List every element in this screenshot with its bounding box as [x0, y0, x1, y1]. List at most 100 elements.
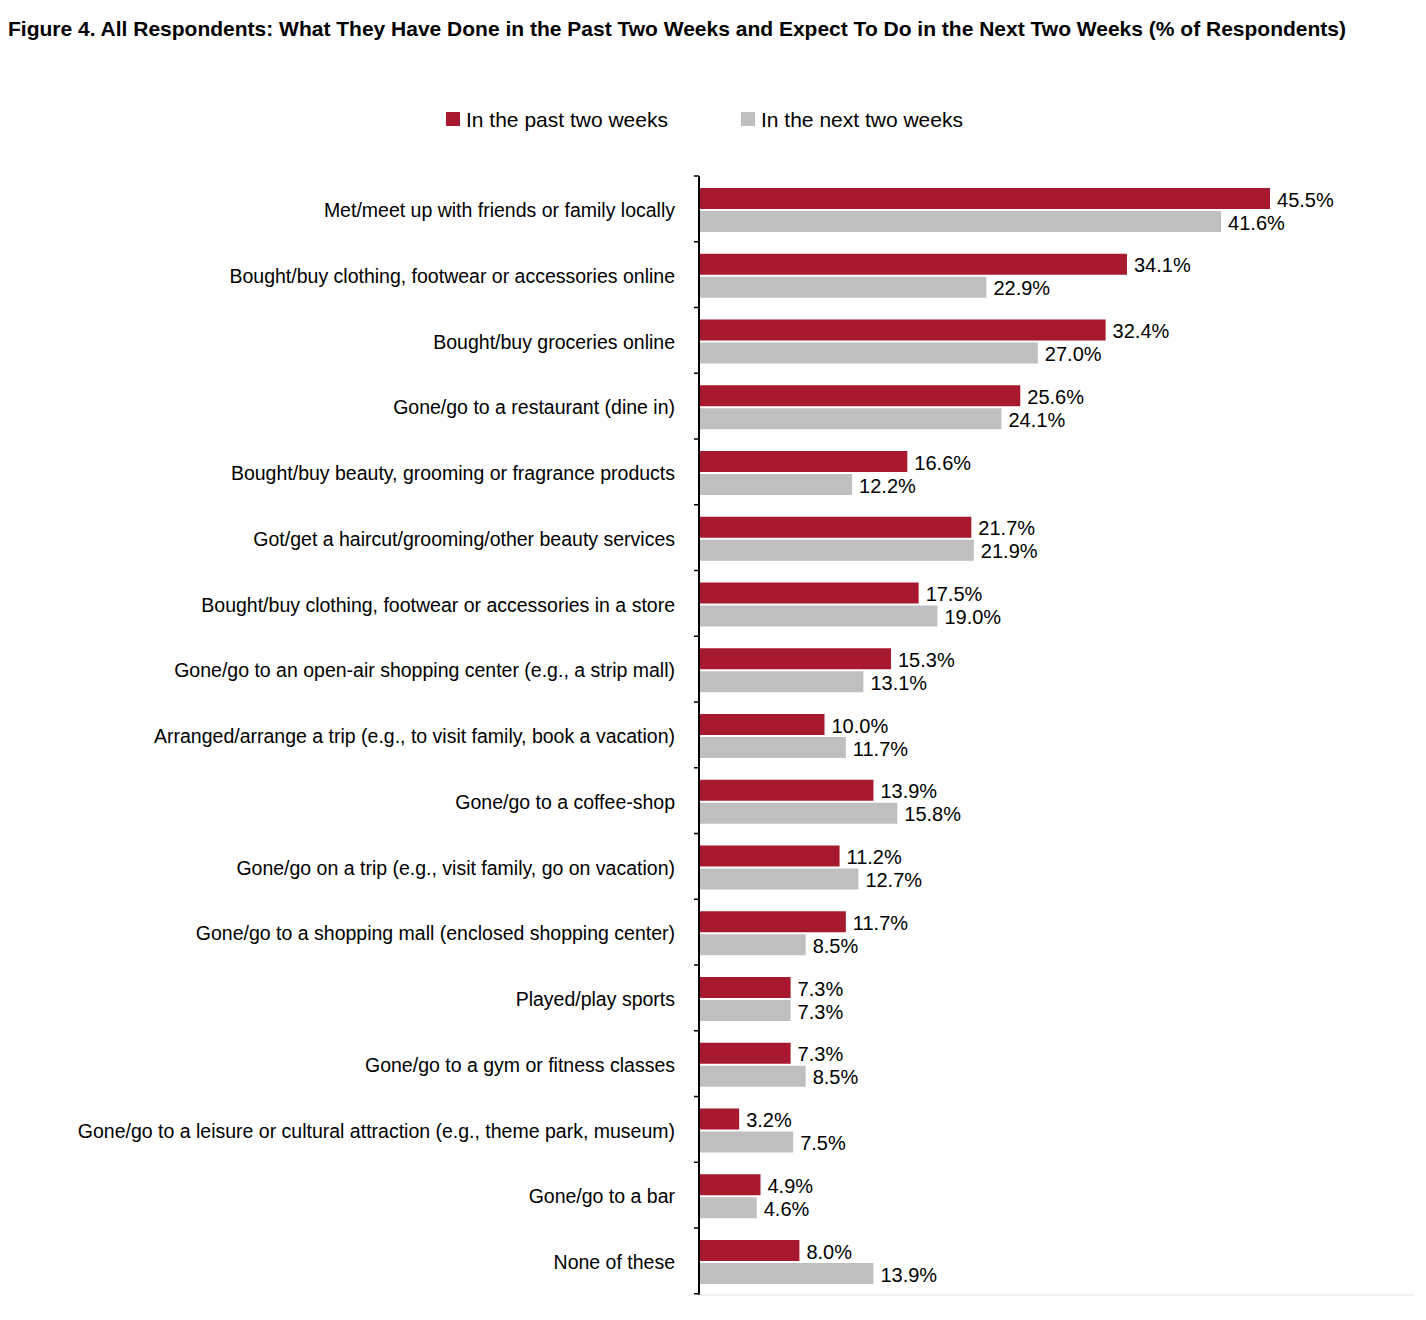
- data-label: 22.9%: [993, 277, 1050, 299]
- category-axis: [698, 176, 700, 1295]
- category-label: Gone/go on a trip (e.g., visit family, g…: [236, 857, 675, 879]
- data-label: 11.2%: [847, 846, 902, 868]
- bar: [699, 977, 791, 998]
- category-label: Bought/buy clothing, footwear or accesso…: [229, 265, 675, 287]
- category-label: Arranged/arrange a trip (e.g., to visit …: [154, 725, 675, 747]
- bar: [699, 540, 974, 561]
- category-tick: [694, 504, 699, 506]
- category-tick: [694, 636, 699, 638]
- data-label: 8.0%: [806, 1241, 852, 1263]
- bar: [699, 408, 1001, 429]
- category-label: Gone/go to a shopping mall (enclosed sho…: [196, 922, 675, 944]
- category-label: Bought/buy clothing, footwear or accesso…: [201, 594, 675, 616]
- text-line: Gone/go to a shopping mall (enclosed sho…: [196, 922, 675, 944]
- value-axis: [699, 1295, 1414, 1296]
- data-label: 7.3%: [798, 1001, 844, 1023]
- bar: [699, 671, 863, 692]
- bar: [699, 254, 1127, 275]
- text-line: Gone/go to a gym or fitness classes: [365, 1054, 675, 1076]
- category-tick: [694, 833, 699, 835]
- category-label: Bought/buy beauty, grooming or fragrance…: [231, 462, 675, 484]
- category-tick: [694, 767, 699, 769]
- title: Figure 4. All Respondents: What They Hav…: [8, 17, 1346, 40]
- bar: [699, 1132, 793, 1153]
- category-label: Gone/go to a bar: [529, 1185, 676, 1207]
- data-labels: 45.5%34.1%32.4%25.6%16.6%21.7%17.5%15.3%…: [746, 189, 1334, 1286]
- bar: [699, 188, 1270, 209]
- bar: [699, 737, 846, 758]
- data-label: 12.7%: [865, 869, 922, 891]
- data-label: 11.7%: [853, 912, 908, 934]
- bar: [699, 517, 971, 538]
- data-label: 45.5%: [1277, 189, 1334, 211]
- data-label: 8.5%: [813, 935, 859, 957]
- category-tick: [694, 1162, 699, 1164]
- data-label: 13.9%: [880, 780, 937, 802]
- data-label: 7.3%: [798, 1043, 844, 1065]
- data-label: 7.5%: [800, 1132, 846, 1154]
- bar: [699, 343, 1038, 364]
- category-tick: [694, 1030, 699, 1032]
- text-line: Bought/buy groceries online: [433, 331, 675, 353]
- bar: [699, 648, 891, 669]
- text-line: Arranged/arrange a trip (e.g., to visit …: [154, 725, 675, 747]
- bar: [699, 1043, 791, 1064]
- data-label: 11.7%: [853, 738, 908, 760]
- data-label: 10.0%: [832, 715, 889, 737]
- text-line: None of these: [554, 1251, 675, 1273]
- data-label: 13.9%: [880, 1264, 937, 1286]
- bar: [699, 846, 840, 867]
- category-label: Played/play sports: [516, 988, 676, 1010]
- data-label: 27.0%: [1045, 343, 1102, 365]
- category-label: Met/meet up with friends or family local…: [324, 199, 675, 221]
- data-label: 21.7%: [978, 517, 1035, 539]
- category-label: Gone/go to an open-air shopping center (…: [174, 659, 675, 681]
- bar: [699, 1109, 739, 1130]
- bar: [699, 934, 806, 955]
- bar: [699, 1197, 757, 1218]
- bar: [699, 606, 937, 627]
- bar: [699, 780, 873, 801]
- data-label: 16.6%: [914, 452, 971, 474]
- text-line: Gone/go on a trip (e.g., visit family, g…: [236, 857, 675, 879]
- category-tick: [694, 964, 699, 966]
- data-label: 4.6%: [764, 1198, 810, 1220]
- legend: In the past two weeksIn the next two wee…: [446, 108, 963, 131]
- data-label: 25.6%: [1027, 386, 1084, 408]
- text-line: Got/get a haircut/grooming/other beauty …: [253, 528, 675, 550]
- data-label: 4.9%: [767, 1175, 813, 1197]
- text-line: Gone/go to a restaurant (dine in): [393, 396, 675, 418]
- bar: [699, 211, 1221, 232]
- data-label: 7.3%: [798, 978, 844, 1000]
- bar: [699, 803, 897, 824]
- data-label: 34.1%: [1134, 254, 1191, 276]
- text-line: Met/meet up with friends or family local…: [324, 199, 675, 221]
- data-label: 12.2%: [859, 475, 916, 497]
- category-label: Gone/go to a gym or fitness classes: [365, 1054, 675, 1076]
- category-label: Bought/buy groceries online: [433, 331, 675, 353]
- category-tick: [694, 307, 699, 309]
- bar: [699, 1240, 799, 1261]
- bar: [699, 911, 846, 932]
- data-label: 17.5%: [926, 583, 983, 605]
- category-tick: [694, 570, 699, 572]
- data-label: 24.1%: [1008, 409, 1065, 431]
- bar: [699, 1000, 791, 1021]
- bar: [699, 385, 1020, 406]
- legend-swatch: [741, 112, 755, 126]
- data-label: 3.2%: [746, 1109, 792, 1131]
- category-tick: [694, 701, 699, 703]
- bar: [699, 583, 919, 604]
- legend-swatch: [446, 112, 460, 126]
- text-line: Gone/go to a bar: [529, 1185, 676, 1207]
- data-label: 32.4%: [1113, 320, 1170, 342]
- bar: [699, 277, 986, 298]
- category-tick: [694, 899, 699, 901]
- bar: [699, 320, 1106, 341]
- category-label: Got/get a haircut/grooming/other beauty …: [253, 528, 675, 550]
- data-label: 13.1%: [870, 672, 927, 694]
- category-tick: [694, 1293, 699, 1295]
- category-label: None of these: [554, 1251, 675, 1273]
- text-line: Bought/buy clothing, footwear or accesso…: [201, 594, 675, 616]
- category-tick: [694, 373, 699, 375]
